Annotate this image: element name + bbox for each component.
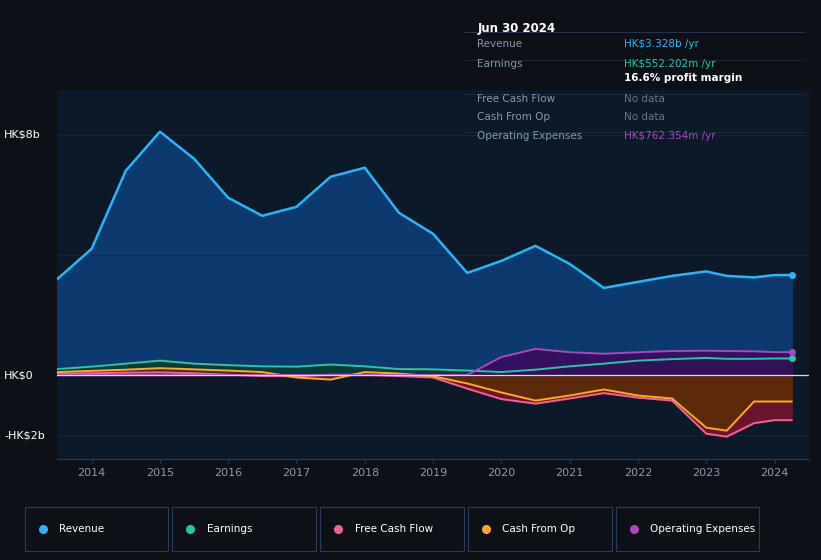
Text: HK$762.354m /yr: HK$762.354m /yr <box>624 131 716 141</box>
Text: Revenue: Revenue <box>478 39 523 49</box>
Text: Cash From Op: Cash From Op <box>502 524 576 534</box>
Text: Operating Expenses: Operating Expenses <box>650 524 755 534</box>
Text: 16.6% profit margin: 16.6% profit margin <box>624 73 742 83</box>
Text: Revenue: Revenue <box>59 524 104 534</box>
Text: Cash From Op: Cash From Op <box>478 112 551 122</box>
Text: Jun 30 2024: Jun 30 2024 <box>478 22 556 35</box>
Text: HK$8b: HK$8b <box>4 130 41 139</box>
Text: -HK$2b: -HK$2b <box>4 430 45 440</box>
Text: Free Cash Flow: Free Cash Flow <box>355 524 433 534</box>
Text: HK$3.328b /yr: HK$3.328b /yr <box>624 39 699 49</box>
Text: HK$552.202m /yr: HK$552.202m /yr <box>624 59 715 69</box>
Text: Free Cash Flow: Free Cash Flow <box>478 94 556 104</box>
Text: Earnings: Earnings <box>478 59 523 69</box>
Text: Operating Expenses: Operating Expenses <box>478 131 583 141</box>
Text: No data: No data <box>624 112 665 122</box>
Text: HK$0: HK$0 <box>4 370 34 380</box>
Text: No data: No data <box>624 94 665 104</box>
Text: Earnings: Earnings <box>207 524 252 534</box>
